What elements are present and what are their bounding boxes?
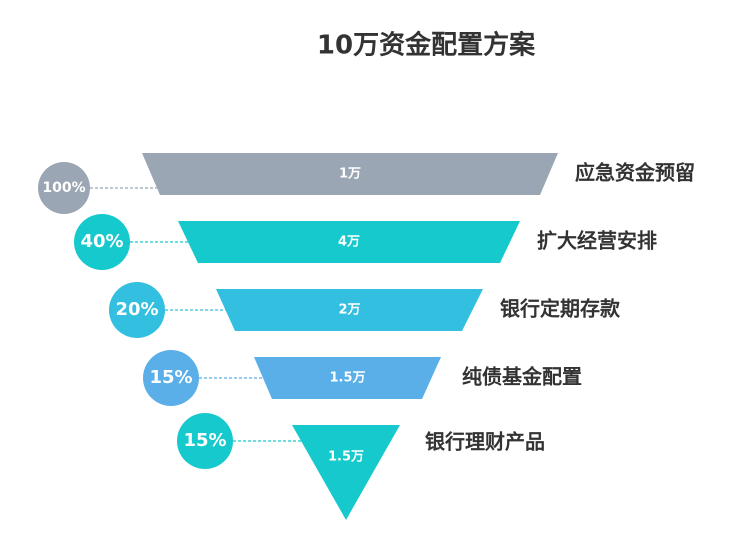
- stage-name: 应急资金预留: [575, 161, 695, 185]
- funnel-stage: [178, 221, 520, 263]
- stage-name: 纯债基金配置: [462, 365, 582, 389]
- share-circle: [38, 162, 90, 214]
- share-circle: [143, 350, 199, 406]
- stage-value-label: 2万: [338, 303, 360, 318]
- stage-name: 扩大经营安排: [537, 229, 657, 253]
- share-label: 20%: [115, 299, 158, 320]
- funnel-stage: [292, 425, 400, 520]
- share-label: 40%: [80, 231, 123, 252]
- chart-title: 10万资金配置方案: [317, 30, 536, 61]
- funnel-stage: [254, 357, 441, 399]
- share-label: 100%: [42, 180, 85, 196]
- funnel-stage: [142, 153, 558, 195]
- stage-value-label: 4万: [338, 235, 360, 250]
- stage-value-label: 1.5万: [329, 371, 365, 386]
- share-circle: [109, 282, 165, 338]
- funnel-stage: [216, 289, 483, 331]
- stage-name: 银行定期存款: [500, 297, 621, 321]
- share-label: 15%: [183, 430, 226, 451]
- share-circle: [74, 214, 130, 270]
- share-circle: [177, 413, 233, 469]
- stage-name: 银行理财产品: [425, 430, 545, 454]
- stage-value-label: 1.5万: [328, 450, 364, 465]
- stage-value-label: 1万: [339, 167, 361, 182]
- share-label: 15%: [149, 367, 192, 388]
